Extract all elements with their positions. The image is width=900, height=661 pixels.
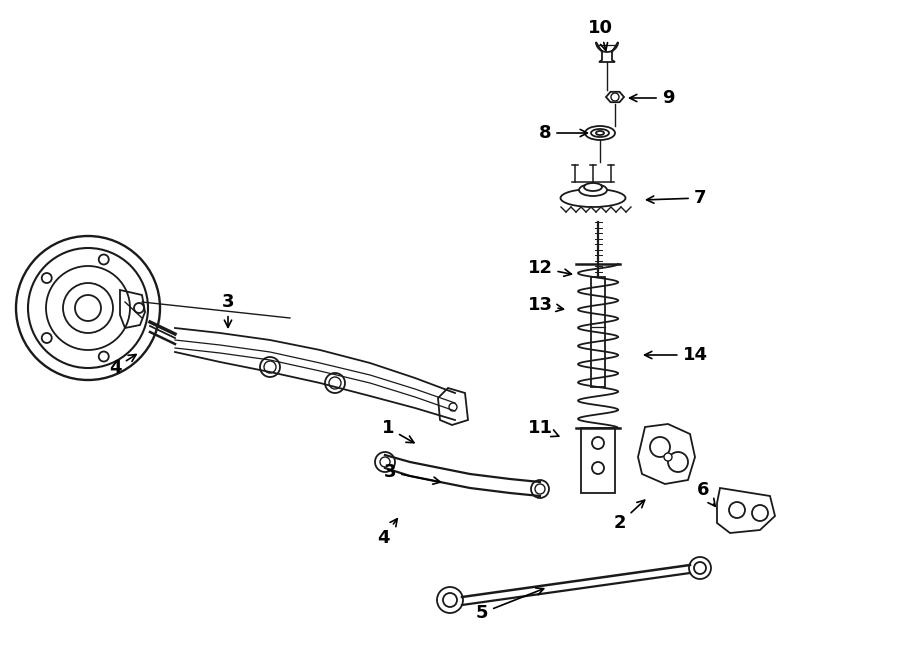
Text: 8: 8: [539, 124, 588, 142]
Ellipse shape: [585, 126, 615, 140]
Text: 11: 11: [527, 419, 559, 437]
Circle shape: [592, 462, 604, 474]
Text: 12: 12: [527, 259, 572, 277]
Polygon shape: [638, 424, 695, 484]
Text: 2: 2: [614, 500, 644, 532]
Text: 4: 4: [109, 354, 136, 377]
Text: 3: 3: [383, 463, 440, 485]
Text: 3: 3: [221, 293, 234, 327]
Circle shape: [443, 593, 457, 607]
Circle shape: [664, 453, 672, 461]
Circle shape: [689, 557, 711, 579]
Polygon shape: [606, 92, 624, 102]
Ellipse shape: [584, 183, 602, 191]
Bar: [581, 428, 615, 493]
Ellipse shape: [579, 184, 607, 196]
Text: 14: 14: [644, 346, 707, 364]
Text: 10: 10: [588, 19, 613, 50]
Polygon shape: [717, 488, 775, 533]
Circle shape: [592, 437, 604, 449]
Text: 13: 13: [527, 296, 563, 314]
Bar: [592, 428, 604, 483]
Circle shape: [729, 502, 745, 518]
Text: 6: 6: [697, 481, 716, 506]
Circle shape: [668, 452, 688, 472]
Polygon shape: [596, 42, 618, 62]
Circle shape: [611, 93, 619, 101]
Ellipse shape: [561, 189, 626, 207]
Circle shape: [752, 505, 768, 521]
Text: 1: 1: [382, 419, 414, 443]
Text: 5: 5: [476, 588, 544, 622]
Bar: [591, 277, 605, 387]
Text: 9: 9: [630, 89, 674, 107]
Circle shape: [437, 587, 463, 613]
Text: 7: 7: [646, 189, 706, 207]
Ellipse shape: [591, 129, 609, 137]
Circle shape: [694, 562, 706, 574]
Text: 4: 4: [377, 519, 397, 547]
Ellipse shape: [596, 131, 604, 135]
Circle shape: [650, 437, 670, 457]
